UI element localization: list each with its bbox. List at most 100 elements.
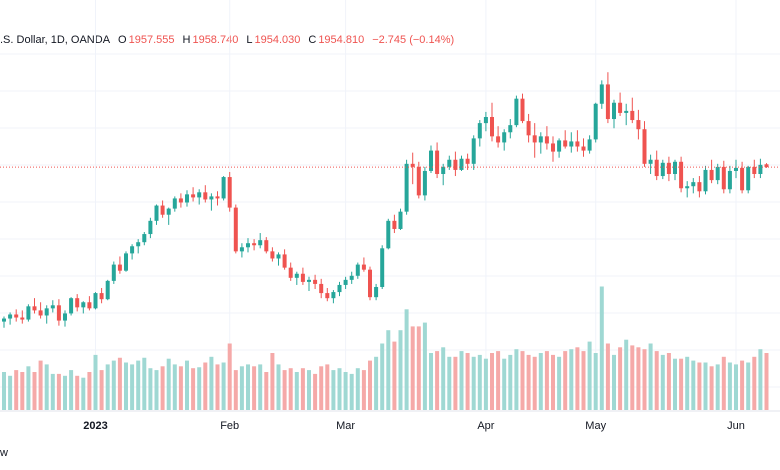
candle-body bbox=[87, 302, 92, 309]
candle-body bbox=[398, 211, 403, 229]
volume-bar bbox=[703, 362, 708, 410]
candle bbox=[465, 153, 470, 170]
candle-body bbox=[721, 166, 726, 190]
candle-body bbox=[294, 273, 299, 278]
candle-body bbox=[526, 121, 531, 136]
candle bbox=[8, 312, 13, 325]
volume-bar bbox=[575, 347, 580, 410]
candle bbox=[746, 165, 751, 194]
candle-body bbox=[630, 110, 635, 121]
candle bbox=[435, 142, 440, 179]
candle-body bbox=[709, 169, 714, 181]
volume-bar bbox=[453, 356, 458, 410]
candle-body bbox=[172, 198, 177, 209]
volume-bar bbox=[502, 358, 507, 410]
volume-bar bbox=[209, 356, 214, 410]
candle-body bbox=[410, 163, 415, 167]
candle-body bbox=[557, 140, 562, 152]
candle-body bbox=[8, 314, 13, 319]
volume-bar bbox=[75, 375, 80, 410]
candle bbox=[111, 261, 116, 284]
candle-body bbox=[258, 240, 263, 246]
volume-bar bbox=[307, 370, 311, 410]
volume-bar bbox=[81, 377, 86, 410]
candle-body bbox=[142, 234, 147, 243]
candle bbox=[483, 111, 488, 132]
volume-bar bbox=[465, 353, 470, 410]
volume-bar bbox=[429, 353, 433, 410]
candle-body bbox=[26, 306, 31, 320]
candle-body bbox=[587, 139, 592, 151]
candle-body bbox=[355, 264, 360, 276]
volume-bar bbox=[227, 343, 232, 410]
candle bbox=[288, 262, 293, 281]
volume-bar bbox=[691, 360, 696, 410]
volume-bar bbox=[654, 351, 659, 410]
candle bbox=[282, 249, 287, 270]
candle-body bbox=[319, 283, 324, 294]
volume-bar bbox=[758, 349, 763, 410]
candle bbox=[38, 302, 43, 319]
volume-bar bbox=[221, 362, 226, 410]
candle bbox=[215, 191, 220, 206]
candle bbox=[502, 129, 507, 151]
volume-bar bbox=[764, 353, 769, 410]
candle-body bbox=[270, 251, 275, 259]
candle-body bbox=[380, 248, 385, 287]
candle-body bbox=[508, 125, 513, 133]
candle bbox=[258, 233, 263, 249]
candle-body bbox=[209, 196, 214, 200]
candle bbox=[172, 196, 177, 212]
volume-bar bbox=[508, 354, 513, 410]
candle-body bbox=[538, 136, 543, 143]
volume-bar bbox=[520, 351, 525, 410]
candle bbox=[727, 165, 732, 194]
volume-bar bbox=[416, 326, 421, 410]
candle bbox=[697, 176, 702, 198]
candle-body bbox=[435, 150, 440, 174]
volume-bar bbox=[410, 326, 415, 410]
volume-bar bbox=[331, 370, 336, 410]
candle-body bbox=[130, 246, 135, 254]
candle-body bbox=[14, 314, 19, 318]
candle-body bbox=[605, 84, 610, 120]
x-tick-label: Apr bbox=[477, 420, 494, 432]
candle bbox=[734, 159, 738, 179]
volume-bar bbox=[246, 364, 250, 410]
candle-body bbox=[551, 143, 555, 152]
candle-body bbox=[148, 220, 153, 235]
candle-body bbox=[69, 298, 74, 314]
volume-bar bbox=[587, 341, 592, 410]
candle bbox=[416, 161, 421, 199]
volume-bar bbox=[630, 345, 635, 410]
candle bbox=[599, 80, 604, 109]
candle bbox=[325, 288, 330, 302]
x-tick-label: Mar bbox=[336, 420, 355, 432]
candle-body bbox=[447, 159, 452, 167]
volume-bar bbox=[154, 370, 159, 410]
volume-bar bbox=[374, 356, 379, 410]
candle bbox=[477, 120, 482, 147]
volume-bar bbox=[715, 364, 720, 410]
volume-bar bbox=[343, 372, 348, 410]
candle-body bbox=[758, 164, 763, 174]
candle-body bbox=[673, 161, 677, 174]
candle bbox=[166, 207, 171, 225]
candle bbox=[349, 271, 354, 284]
candle-body bbox=[233, 207, 238, 252]
candle-body bbox=[624, 110, 629, 113]
candle-body bbox=[496, 136, 501, 143]
volume-bar bbox=[740, 360, 745, 410]
candle-body bbox=[679, 161, 684, 189]
volume-bar bbox=[490, 353, 494, 410]
volume-bar bbox=[111, 360, 116, 410]
low-value: 1954.030 bbox=[254, 34, 301, 46]
candle bbox=[313, 274, 318, 290]
candle-body bbox=[56, 305, 61, 321]
candle bbox=[453, 151, 458, 177]
candle bbox=[44, 305, 49, 324]
candle bbox=[575, 130, 580, 152]
volume-bar bbox=[2, 372, 6, 410]
volume-bar bbox=[130, 364, 135, 410]
